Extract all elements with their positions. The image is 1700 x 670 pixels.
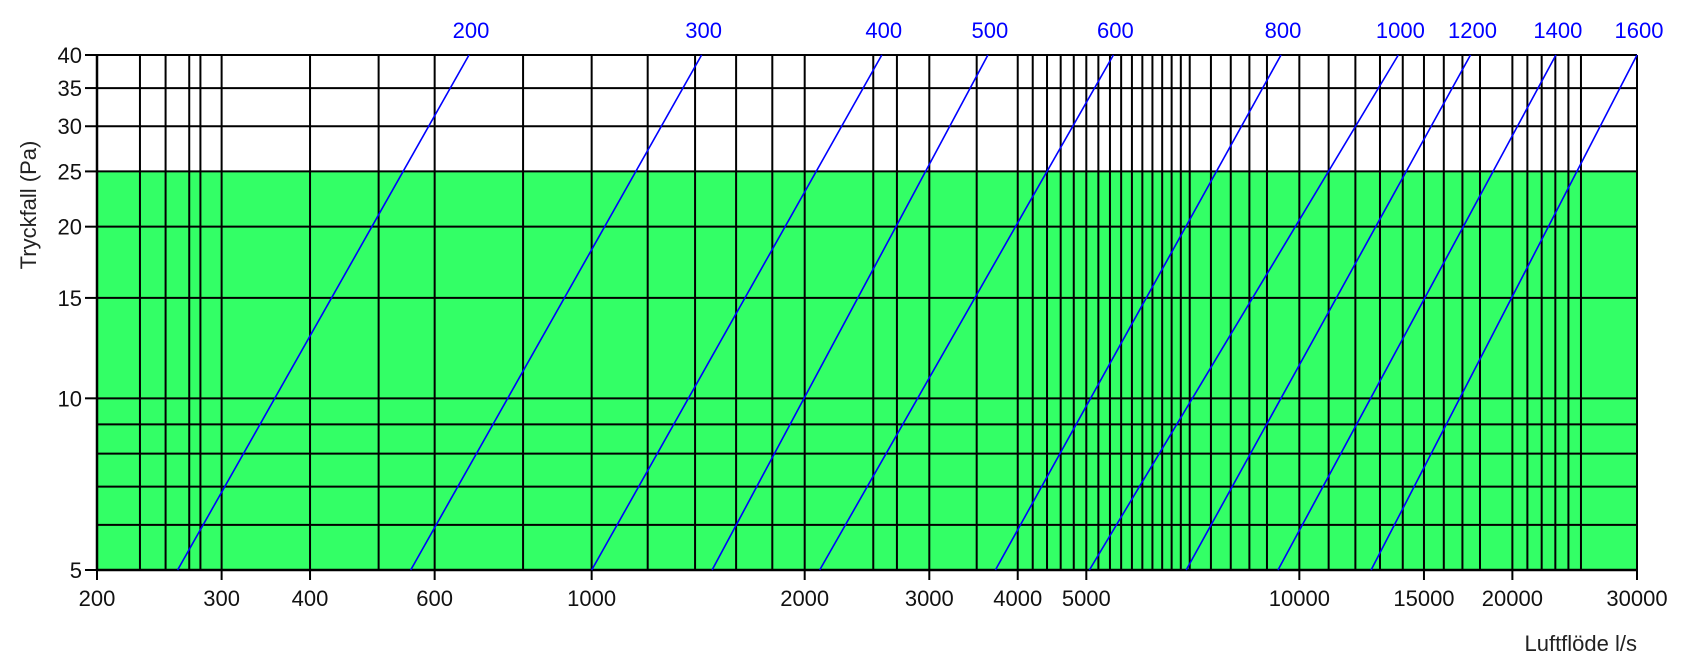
x-tick-label: 20000: [1482, 586, 1543, 611]
series-line-600: [819, 54, 1115, 571]
x-tick-label: 3000: [905, 586, 954, 611]
series-line-1600: [1370, 54, 1638, 571]
series-line-1200: [1185, 54, 1472, 571]
series-label-1200: 1200: [1448, 18, 1497, 43]
x-axis-title: Luftflöde l/s: [1524, 631, 1637, 656]
x-tick-label: 300: [203, 586, 240, 611]
x-tick-label: 400: [292, 586, 329, 611]
y-axis-title: Tryckfall (Pa): [16, 141, 41, 270]
y-tick-labels: 5 10 15 20 25 30 35 40: [58, 43, 82, 583]
x-tick-label: 4000: [993, 586, 1042, 611]
series-line-200: [176, 54, 470, 571]
x-tick-label: 5000: [1062, 586, 1111, 611]
series-label-1600: 1600: [1615, 18, 1664, 43]
series-label-300: 300: [685, 18, 722, 43]
x-tick-label: 15000: [1393, 586, 1454, 611]
acceptable-region: [97, 171, 1637, 570]
series-label-500: 500: [972, 18, 1009, 43]
x-tick-label: 2000: [780, 586, 829, 611]
series-labels: 200 300 400 500 600 800 1000 1200 1400 1600: [453, 18, 1664, 43]
x-tick-label: 30000: [1606, 586, 1667, 611]
series-label-600: 600: [1097, 18, 1134, 43]
x-tick-labels: 200 300 400 600 1000 2000 3000 4000 5000 10000 150…: [79, 586, 1668, 611]
series-line-300: [410, 54, 703, 571]
series-line-1400: [1277, 54, 1557, 571]
grid-layer: [85, 54, 1638, 580]
series-label-1000: 1000: [1376, 18, 1425, 43]
x-tick-label: 200: [79, 586, 116, 611]
acceptable-region-layer: [97, 171, 1637, 570]
series-line-400: [591, 54, 883, 571]
y-tick-label: 10: [58, 386, 82, 411]
x-tick-label: 600: [416, 586, 453, 611]
x-tick-label: 1000: [567, 586, 616, 611]
series-label-400: 400: [865, 18, 902, 43]
series-label-1400: 1400: [1533, 18, 1582, 43]
series-line-500: [711, 54, 989, 571]
y-tick-label: 30: [58, 114, 82, 139]
y-tick-label: 5: [70, 558, 82, 583]
y-tick-label: 15: [58, 286, 82, 311]
y-tick-label: 35: [58, 76, 82, 101]
series-line-1000: [1088, 54, 1399, 571]
y-tick-label: 25: [58, 159, 82, 184]
x-tick-label: 10000: [1269, 586, 1330, 611]
y-tick-label: 20: [58, 215, 82, 240]
series-line-800: [994, 54, 1282, 571]
series-lines-layer: [176, 54, 1638, 571]
series-label-800: 800: [1265, 18, 1302, 43]
y-tick-label: 40: [58, 43, 82, 68]
series-label-200: 200: [453, 18, 490, 43]
